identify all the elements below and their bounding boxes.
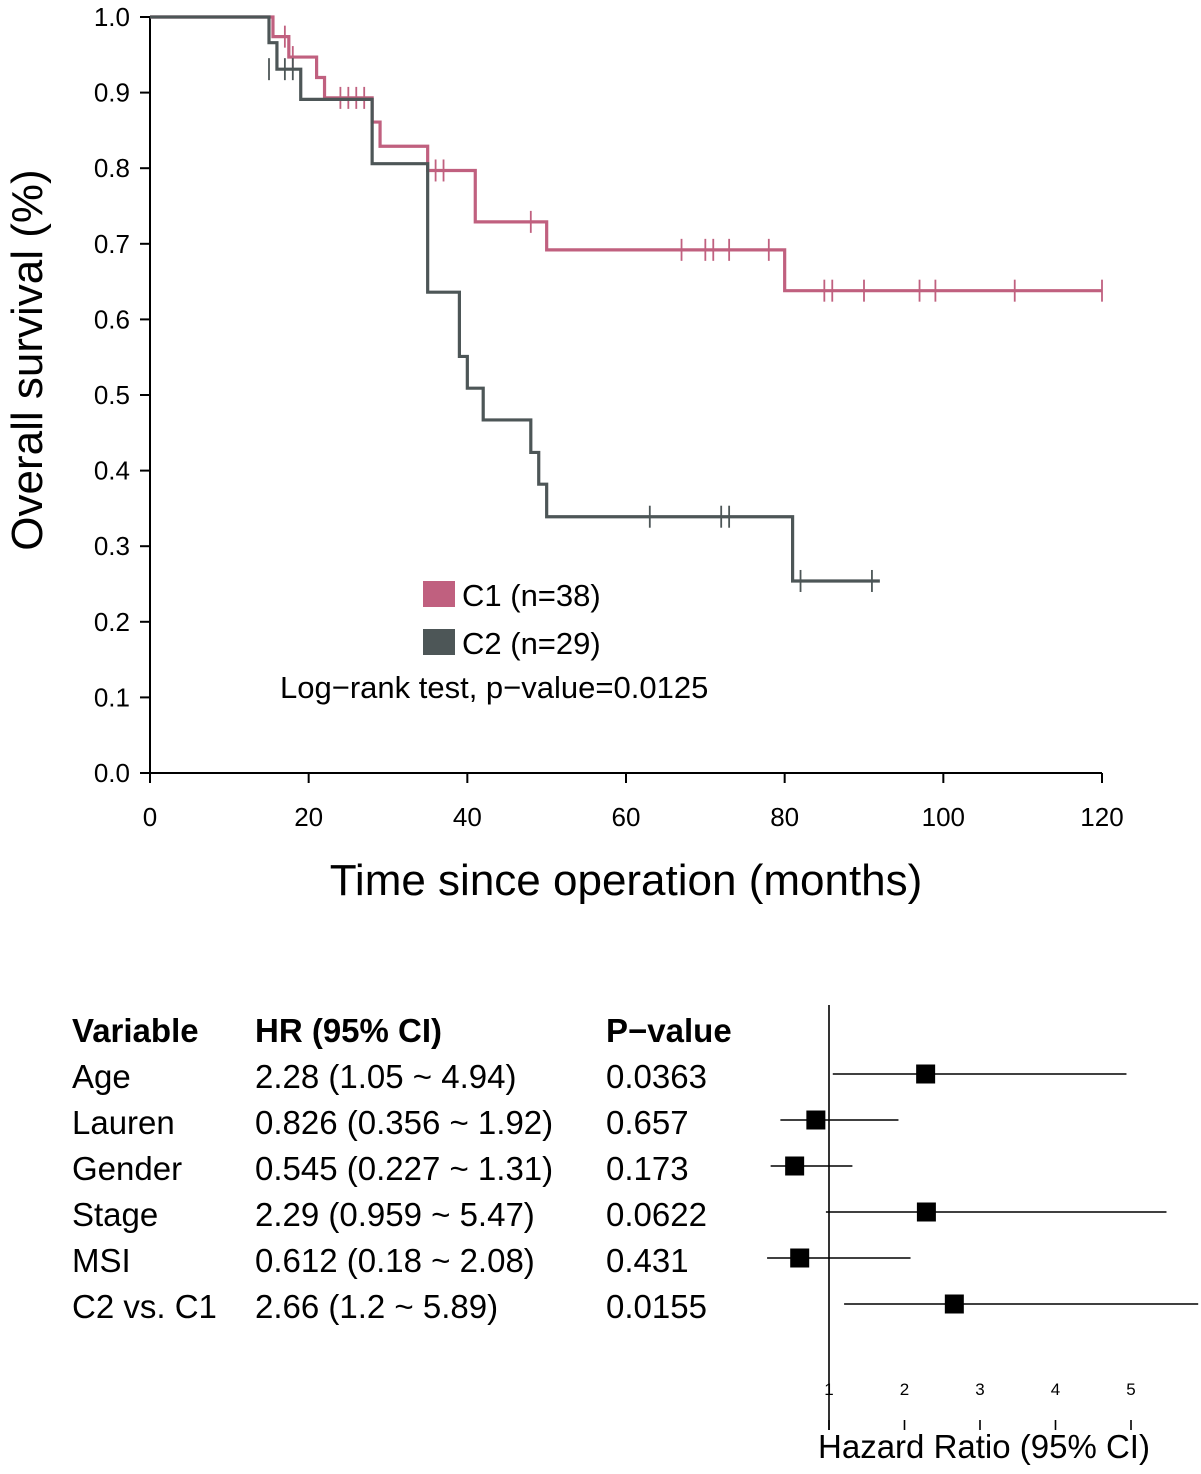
row-pvalue: 0.173 xyxy=(606,1150,689,1187)
row-pvalue: 0.0155 xyxy=(606,1288,707,1325)
hr-point xyxy=(916,1202,936,1222)
km-x-axis-title: Time since operation (months) xyxy=(330,856,923,905)
forest-row: Stage 2.29 (0.959 ~ 5.47) 0.0622 xyxy=(72,1196,1167,1233)
row-hr: 2.28 (1.05 ~ 4.94) xyxy=(255,1058,516,1095)
forest-x-tick-label: 4 xyxy=(1051,1380,1060,1399)
km-curve-c1 xyxy=(150,15,1102,293)
forest-plot: Variable HR (95% CI) P−value Age 2.28 (1.… xyxy=(72,1005,1199,1465)
km-x-tick-label: 40 xyxy=(453,802,482,832)
km-y-ticks: 0.0 0.1 0.2 0.3 0.4 0.5 0.6 0.7 0.8 0.9 1.0 xyxy=(94,2,150,788)
legend-label-c2: C2 (n=29) xyxy=(462,626,601,661)
row-variable: Lauren xyxy=(72,1104,175,1141)
row-pvalue: 0.657 xyxy=(606,1104,689,1141)
row-variable: MSI xyxy=(72,1242,131,1279)
row-hr: 0.612 (0.18 ~ 2.08) xyxy=(255,1242,535,1279)
row-pvalue: 0.0363 xyxy=(606,1058,707,1095)
km-y-tick-label: 0.1 xyxy=(94,682,130,712)
km-y-tick-label: 0.2 xyxy=(94,607,130,637)
km-y-tick-label: 0.6 xyxy=(94,304,130,334)
km-y-tick-label: 0.4 xyxy=(94,456,130,486)
km-chart: 0.0 0.1 0.2 0.3 0.4 0.5 0.6 0.7 0.8 0.9 1.0 0 20 40 6… xyxy=(3,2,1124,905)
forest-row: Gender 0.545 (0.227 ~ 1.31) 0.173 xyxy=(72,1150,853,1187)
forest-x-tick-label: 2 xyxy=(900,1380,909,1399)
forest-x-tick-label: 1 xyxy=(824,1380,833,1399)
km-legend: C1 (n=38) C2 (n=29) xyxy=(423,578,601,661)
km-x-tick-label: 60 xyxy=(612,802,641,832)
forest-row: C2 vs. C1 2.66 (1.2 ~ 5.89) 0.0155 xyxy=(72,1288,1199,1325)
km-series-layer xyxy=(150,15,1103,592)
km-x-tick-label: 100 xyxy=(922,802,965,832)
km-y-tick-label: 0.7 xyxy=(94,229,130,259)
forest-row: Age 2.28 (1.05 ~ 4.94) 0.0363 xyxy=(72,1058,1127,1095)
km-logrank-annotation: Log−rank test, p−value=0.0125 xyxy=(280,670,708,705)
km-y-tick-label: 0.3 xyxy=(94,531,130,561)
forest-x-axis-title: Hazard Ratio (95% CI) xyxy=(818,1428,1150,1465)
forest-row: Lauren 0.826 (0.356 ~ 1.92) 0.657 xyxy=(72,1104,899,1141)
row-hr: 2.66 (1.2 ~ 5.89) xyxy=(255,1288,498,1325)
km-y-axis-title: Overall survival (%) xyxy=(3,169,52,550)
row-variable: Age xyxy=(72,1058,131,1095)
km-x-tick-label: 80 xyxy=(770,802,799,832)
km-curve-c2 xyxy=(150,15,880,583)
km-y-tick-label: 0.9 xyxy=(94,78,130,108)
row-hr: 2.29 (0.959 ~ 5.47) xyxy=(255,1196,535,1233)
km-y-tick-label: 0.5 xyxy=(94,380,130,410)
km-y-tick-label: 1.0 xyxy=(94,2,130,32)
row-pvalue: 0.0622 xyxy=(606,1196,707,1233)
hr-point xyxy=(806,1110,826,1130)
row-hr: 0.545 (0.227 ~ 1.31) xyxy=(255,1150,553,1187)
forest-row: MSI 0.612 (0.18 ~ 2.08) 0.431 xyxy=(72,1242,911,1279)
forest-rows: Age 2.28 (1.05 ~ 4.94) 0.0363 Lauren 0.826 (… xyxy=(72,1058,1199,1325)
header-hr: HR (95% CI) xyxy=(255,1012,442,1049)
hr-point xyxy=(790,1248,810,1268)
legend-swatch-c1 xyxy=(423,581,455,607)
row-variable: Stage xyxy=(72,1196,158,1233)
km-x-tick-label: 0 xyxy=(143,802,157,832)
row-pvalue: 0.431 xyxy=(606,1242,689,1279)
row-variable: Gender xyxy=(72,1150,182,1187)
forest-x-tick-label: 5 xyxy=(1126,1380,1135,1399)
hr-point xyxy=(916,1064,936,1084)
km-y-tick-label: 0.8 xyxy=(94,153,130,183)
row-hr: 0.826 (0.356 ~ 1.92) xyxy=(255,1104,553,1141)
legend-label-c1: C1 (n=38) xyxy=(462,578,601,613)
hr-point xyxy=(944,1294,964,1314)
forest-x-ticks: 1 2 3 4 5 xyxy=(824,1380,1136,1430)
km-x-ticks: 0 20 40 60 80 100 120 xyxy=(143,773,1124,832)
forest-x-tick-label: 3 xyxy=(975,1380,984,1399)
hr-point xyxy=(785,1156,805,1176)
row-variable: C2 vs. C1 xyxy=(72,1288,217,1325)
km-y-tick-label: 0.0 xyxy=(94,758,130,788)
header-variable: Variable xyxy=(72,1012,199,1049)
legend-swatch-c2 xyxy=(423,629,455,655)
km-x-tick-label: 120 xyxy=(1080,802,1123,832)
km-x-tick-label: 20 xyxy=(294,802,323,832)
header-pvalue: P−value xyxy=(606,1012,732,1049)
